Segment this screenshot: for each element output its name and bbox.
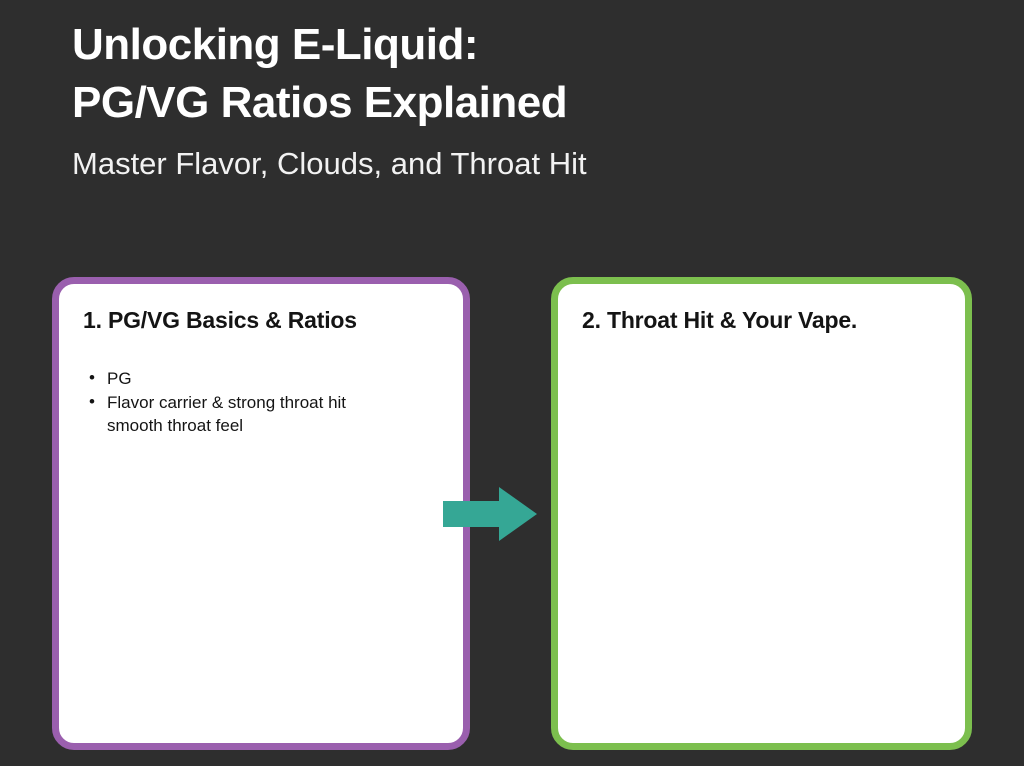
left-bullet-list: PG Flavor carrier & strong throat hit sm… (59, 334, 463, 437)
cloud-lightning-icon (147, 748, 251, 750)
slide-header: Unlocking E-Liquid: PG/VG Ratios Explain… (72, 16, 952, 184)
card-pgvg-basics: 1. PG/VG Basics & Ratios PG Flavor carri… (52, 277, 470, 750)
page-subtitle: Master Flavor, Clouds, and Throat Hit (72, 146, 587, 182)
list-item: Flavor carrier & strong throat hit smoot… (89, 390, 463, 437)
right-arrow-icon (443, 485, 538, 548)
card-left-title: 1. PG/VG Basics & Ratios (83, 307, 357, 333)
page-title: Unlocking E-Liquid: PG/VG Ratios Explain… (72, 20, 568, 128)
card-right-title: 2. Throat Hit & Your Vape. (582, 307, 858, 333)
list-item: PG (89, 366, 463, 390)
card-throat-hit: 2. Throat Hit & Your Vape. PG/VG Ratio T… (551, 277, 972, 750)
